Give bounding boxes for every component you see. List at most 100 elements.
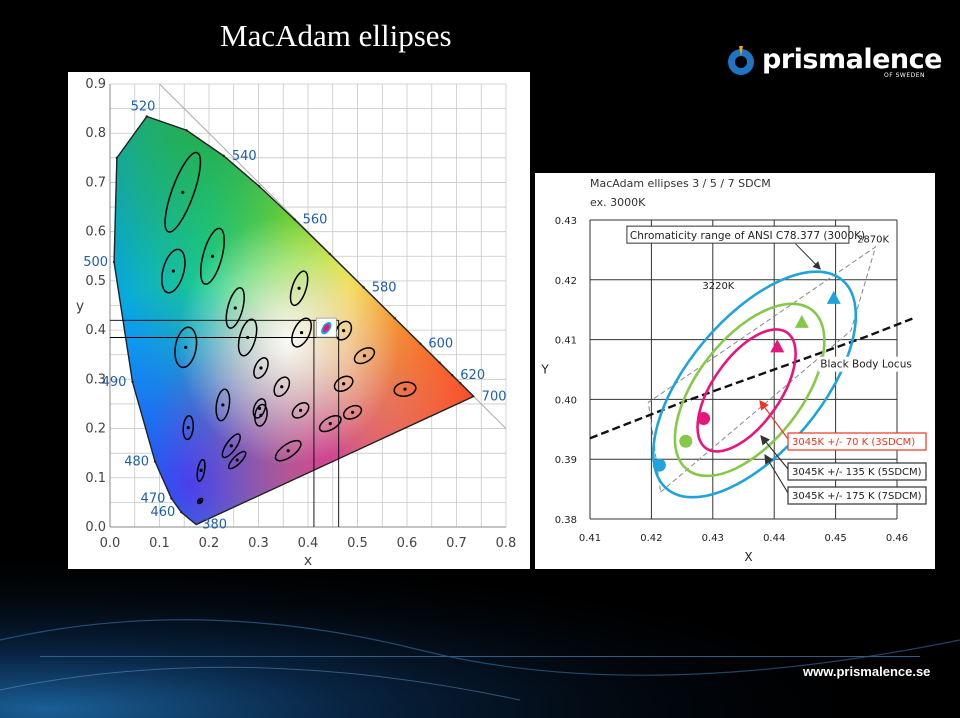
macadam-ellipse xyxy=(227,450,247,470)
y-tick-label: 0.43 xyxy=(555,216,577,227)
ellipse-center xyxy=(350,410,355,414)
ellipse-center xyxy=(342,329,346,333)
sdcm-ellipse xyxy=(673,302,826,478)
bbl-label-bg xyxy=(818,356,909,372)
macadam-ellipse xyxy=(342,404,363,420)
wavelength-label: 580 xyxy=(372,280,397,295)
x-tick-label: 0.46 xyxy=(886,533,908,544)
x-tick-label: 0.7 xyxy=(446,536,467,551)
sdcm-end-triangle xyxy=(770,339,785,353)
x-tick-label: 0.2 xyxy=(199,536,220,551)
ellipse-center xyxy=(198,499,202,503)
zoom-y-axis-label: Y xyxy=(540,363,549,377)
locus-tick xyxy=(222,154,225,158)
sdcm-legend: 3045K +/- 70 K (3SDCM) 3045K +/- 135 K (5… xyxy=(759,400,927,505)
ellipse-center xyxy=(297,286,301,290)
macadam-zoom-panel: MacAdam ellipses 3 / 5 / 7 SDCM ex. 3000K… xyxy=(535,173,935,569)
ansi-range-quadrangle xyxy=(647,245,877,494)
macadam-ellipses xyxy=(161,151,417,505)
ellipse-center xyxy=(342,382,346,386)
macadam-ellipse xyxy=(274,439,302,462)
y-tick-label: 0.2 xyxy=(85,422,106,437)
macadam-ellipse xyxy=(221,433,241,459)
macadam-ellipse xyxy=(253,357,269,379)
macadam-ellipse xyxy=(353,347,376,365)
ellipse-center xyxy=(299,330,304,335)
ellipse-center xyxy=(181,190,185,194)
locus-tick xyxy=(180,511,183,514)
y-axis-label: y xyxy=(76,299,84,315)
locus-tick xyxy=(131,380,134,383)
sdcm-start-point xyxy=(679,434,693,448)
locus-tick xyxy=(115,156,119,160)
locus-ticks xyxy=(112,115,462,514)
ellipse-center xyxy=(235,458,239,462)
locus-tick xyxy=(258,185,261,188)
wavelength-label: 380 xyxy=(202,518,227,533)
y-tick-label: 0.1 xyxy=(85,471,106,486)
wavelength-label: 560 xyxy=(303,213,328,228)
logo-subtitle: OF SWEDEN xyxy=(884,72,926,79)
y-tick-label: 0.42 xyxy=(555,276,577,287)
ellipse-center xyxy=(186,425,190,430)
ellipse-center xyxy=(280,385,284,389)
highlight-ellipse-3sdcm xyxy=(323,324,330,333)
legend-pointer xyxy=(759,400,789,440)
ellipse-center xyxy=(171,269,175,273)
annotation-2870k: 2870K xyxy=(857,235,889,246)
ellipse-center xyxy=(259,366,263,370)
zoom-x-axis-label: X xyxy=(744,550,752,564)
footer-url: www.prismalence.se xyxy=(803,664,931,679)
ansi-label-box xyxy=(626,225,850,244)
legend-label: 3045K +/- 135 K (5SDCM) xyxy=(792,467,922,478)
cie-chromaticity-panel: 520 540 560 580 600 620 700 500 490 480 470 460 380 0… xyxy=(68,72,530,569)
macadam-ellipse xyxy=(393,381,417,398)
macadam-ellipse xyxy=(161,248,186,294)
ellipse-center xyxy=(184,345,188,349)
legend-box xyxy=(787,432,927,451)
annotation-black-body-locus: Black Body Locus xyxy=(820,359,912,371)
locus-tick xyxy=(419,342,422,345)
zoom-x-tick-labels: 0.41 0.42 0.43 0.44 0.45 0.46 xyxy=(579,533,908,544)
x-tick-label: 0.0 xyxy=(100,536,121,551)
x-tick-label: 0.8 xyxy=(496,536,517,551)
locus-tick xyxy=(293,218,296,221)
legend-pointer xyxy=(764,453,789,494)
ellipse-center xyxy=(246,335,250,340)
y-tick-labels: 0.0 0.1 0.2 0.3 0.4 0.5 0.6 0.7 0.8 0.9 xyxy=(85,77,106,535)
sdcm-ellipses xyxy=(651,270,858,499)
locus-tick xyxy=(170,497,173,500)
x-axis-label: x xyxy=(304,553,312,569)
x-tick-label: 0.44 xyxy=(763,533,785,544)
y-tick-label: 0.41 xyxy=(555,336,577,347)
locus-tick xyxy=(438,361,441,364)
ellipse-center xyxy=(298,408,303,412)
sdcm-start-point xyxy=(697,412,711,426)
legend-label: 3045K +/- 70 K (3SDCM) xyxy=(792,437,915,448)
y-tick-label: 0.7 xyxy=(85,175,106,190)
wavelength-label: 700 xyxy=(482,389,507,404)
sdcm-start-point xyxy=(652,458,666,472)
zoom-y-tick-labels: 0.38 0.39 0.40 0.41 0.42 0.43 xyxy=(555,216,577,526)
zoom-chart-subtitle: ex. 3000K xyxy=(590,196,646,209)
brand-logo: prismalence OF SWEDEN xyxy=(726,44,942,82)
annotation-3220k: 3220K xyxy=(702,281,734,292)
legend-box xyxy=(787,486,927,505)
y-tick-label: 0.8 xyxy=(85,126,106,141)
wavelength-label: 460 xyxy=(150,505,175,520)
wavelength-label: 480 xyxy=(124,455,149,470)
ellipse-center xyxy=(328,422,332,426)
x-tick-label: 0.43 xyxy=(702,533,724,544)
locus-tick xyxy=(459,382,462,385)
sdcm-ellipse xyxy=(651,270,858,499)
legend-box xyxy=(787,462,927,481)
macadam-ellipse xyxy=(174,326,198,369)
locus-tick xyxy=(145,115,148,118)
macadam-ellipse xyxy=(291,402,310,419)
macadam-ellipse xyxy=(199,227,225,285)
macadam-ellipse xyxy=(182,414,194,441)
macadam-ellipse xyxy=(335,320,353,341)
ansi-pointer xyxy=(795,243,821,270)
sdcm-end-triangle xyxy=(826,290,841,304)
